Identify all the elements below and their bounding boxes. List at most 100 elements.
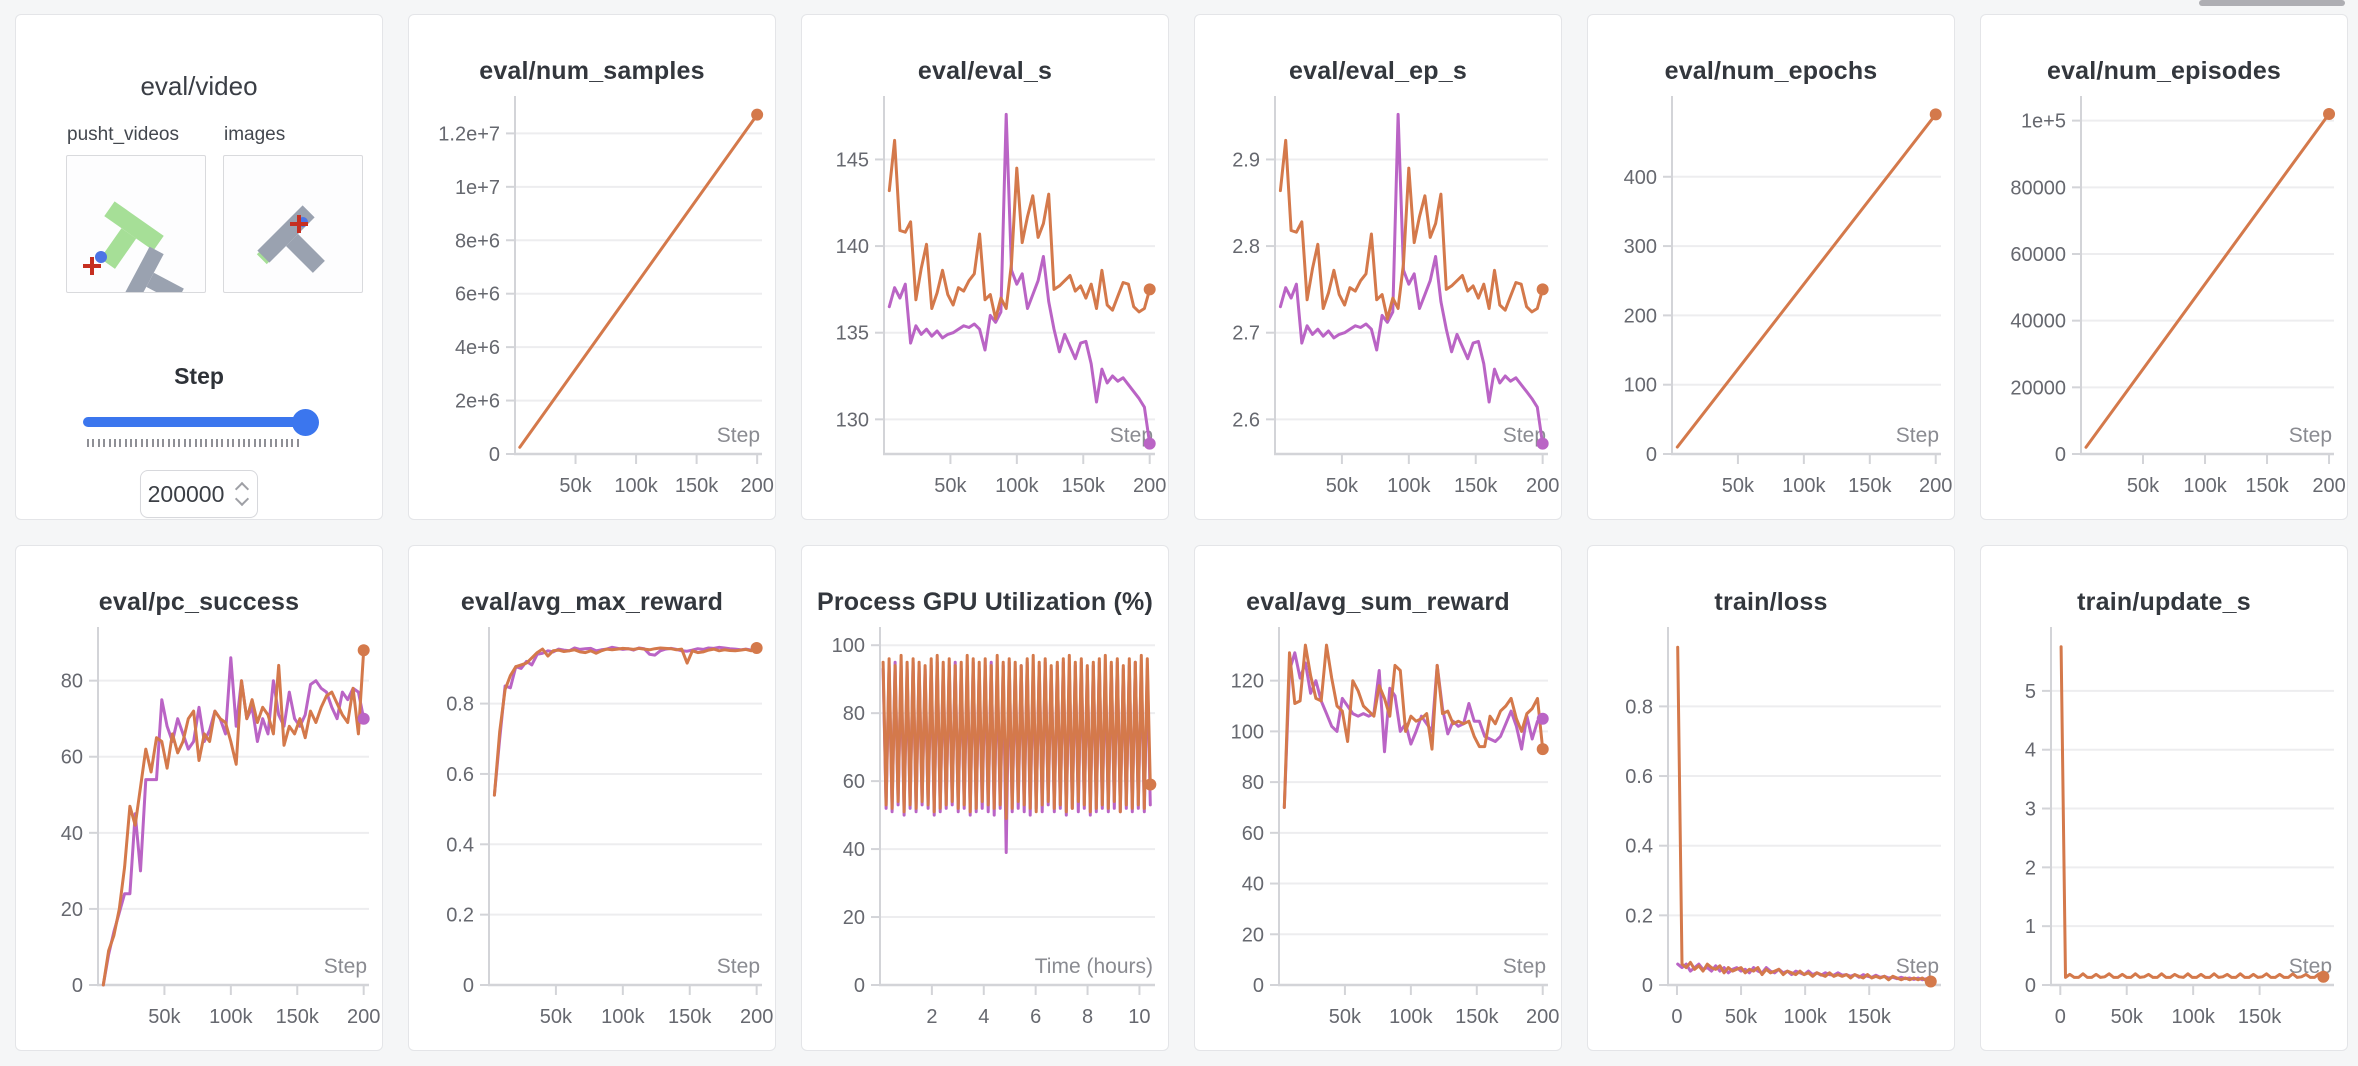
images-thumbnail[interactable]	[223, 155, 363, 293]
chart-plot-eval-num-epochs[interactable]: 0 100 200 300 400 50k 100k 150k 200 Step	[1588, 90, 1954, 514]
y-tick-label: 0	[463, 975, 474, 997]
series-end-dot-orange-run	[751, 108, 764, 121]
series-line-purple-run	[1676, 962, 1933, 983]
chart-plot-train-loss[interactable]: 0 0.2 0.4 0.6 0.8 0 50k 100k 150k Step	[1588, 621, 1954, 1045]
x-tick-label: 100k	[995, 475, 1039, 497]
chart-plot-eval-pc-success[interactable]: 0 20 40 60 80 50k 100k 150k 200 Step	[16, 621, 382, 1045]
chart-panel-eval-eval-ep-s: eval/eval_ep_s 2.6 2.7 2.8 2.9 50k 100k 150k 20…	[1194, 14, 1562, 520]
y-tick-label: 0.2	[1625, 905, 1653, 927]
chart-title: train/update_s	[2077, 588, 2251, 616]
y-tick-label: 40	[1242, 874, 1264, 896]
chart-title: eval/avg_max_reward	[460, 588, 724, 616]
y-tick-label: 1	[2025, 916, 2036, 938]
x-tick-label: 150k	[1455, 1006, 1499, 1028]
y-tick-label: 130	[836, 409, 869, 431]
y-tick-label: 0	[854, 975, 865, 997]
x-tick-label: 6	[1030, 1006, 1041, 1028]
step-slider-ruler	[87, 439, 299, 447]
x-tick-label: 150k	[1848, 1006, 1892, 1028]
x-tick-label: 50k	[540, 1006, 573, 1028]
y-tick-label: 60	[843, 771, 865, 793]
series-line-orange-run	[2084, 112, 2331, 449]
y-tick-label: 40000	[2010, 311, 2066, 333]
stepper-spinner[interactable]	[234, 481, 250, 507]
series-end-dot-purple-run	[1536, 712, 1549, 725]
x-tick-label: 50k	[1326, 475, 1359, 497]
x-tick-label: 100k	[2183, 475, 2227, 497]
chevron-down-icon[interactable]	[234, 491, 250, 507]
x-tick-label: 50k	[1722, 475, 1755, 497]
x-tick-label: 100k	[209, 1006, 253, 1028]
series-end-dot-purple-run	[1536, 437, 1549, 450]
chart-panel-process-gpu-utilization: Process GPU Utilization (%) 0 20 40 60 80 100…	[801, 545, 1169, 1051]
chart-panel-train-update-s: train/update_s 0 1 2 3 4 5 0 50k 100k 150k Step	[1980, 545, 2348, 1051]
x-tick-label: 100k	[1782, 475, 1826, 497]
x-tick-label: 200	[1919, 475, 1952, 497]
step-number-input[interactable]: 200000	[140, 470, 258, 518]
series-line-purple-run	[1278, 112, 1545, 446]
y-tick-label: 80	[61, 671, 83, 693]
y-tick-label: 20	[61, 899, 83, 921]
x-tick-label: 200	[740, 1006, 773, 1028]
chart-title: eval/eval_ep_s	[1289, 57, 1467, 85]
chart-plot-eval-avg-sum-reward[interactable]: 0 20 40 60 80 100 120 50k 100k 150k 200 Step	[1195, 621, 1561, 1045]
step-slider-track[interactable]	[83, 417, 315, 427]
x-axis-label: Step	[1896, 955, 1939, 978]
gray-t-shape	[122, 246, 184, 292]
x-axis-label: Step	[717, 424, 760, 447]
series-end-dot-purple-run	[357, 712, 370, 725]
chart-panel-eval-num-episodes: eval/num_episodes 0 20000 40000 60000 80000 1…	[1980, 14, 2348, 520]
y-tick-label: 8e+6	[455, 230, 500, 252]
series-end-dot-orange-run	[1143, 283, 1156, 296]
y-tick-label: 3	[2025, 799, 2036, 821]
step-input-value[interactable]: 200000	[147, 481, 225, 507]
series-line-purple-run	[492, 645, 759, 797]
chart-plot-eval-eval-ep-s[interactable]: 2.6 2.7 2.8 2.9 50k 100k 150k 200 Step	[1195, 90, 1561, 514]
y-tick-label: 80	[843, 703, 865, 725]
x-tick-label: 50k	[2127, 475, 2160, 497]
chart-plot-eval-avg-max-reward[interactable]: 0 0.2 0.4 0.6 0.8 50k 100k 150k 200 Step	[409, 621, 775, 1045]
x-tick-label: 100k	[1387, 475, 1431, 497]
chart-plot-eval-num-samples[interactable]: 0 2e+6 4e+6 6e+6 8e+6 1e+7 1.2e+7 50k 100k 150k 20…	[409, 90, 775, 514]
chart-title: train/loss	[1714, 588, 1828, 616]
chart-plot-process-gpu-utilization[interactable]: 0 20 40 60 80 100 2 4 6 8 10 Time (hours)	[802, 621, 1168, 1045]
y-tick-label: 0	[1642, 975, 1653, 997]
y-tick-label: 135	[836, 323, 869, 345]
y-tick-label: 100	[1624, 375, 1657, 397]
y-tick-label: 200	[1624, 305, 1657, 327]
series-line-orange-run	[101, 648, 366, 987]
x-tick-label: 0	[1671, 1006, 1682, 1028]
x-tick-label: 4	[978, 1006, 989, 1028]
y-tick-label: 2.8	[1232, 236, 1260, 258]
series-end-dot-orange-run	[1144, 778, 1157, 791]
series-line-orange-run	[2059, 645, 2325, 979]
series-line-orange-run	[1278, 138, 1545, 321]
chart-title: eval/avg_sum_reward	[1246, 588, 1510, 616]
y-tick-label: 0.8	[1625, 696, 1653, 718]
x-tick-label: 100k	[2171, 1006, 2215, 1028]
media-label: pusht_videos	[67, 124, 179, 145]
pusht-video-thumbnail[interactable]	[66, 155, 206, 293]
chart-plot-eval-num-episodes[interactable]: 0 20000 40000 60000 80000 1e+5 50k 100k 150k 200 S…	[1981, 90, 2347, 514]
y-tick-label: 0	[2025, 975, 2036, 997]
y-tick-label: 80000	[2010, 177, 2066, 199]
chart-plot-eval-eval-s[interactable]: 130 135 140 145 50k 100k 150k 200 Step	[802, 90, 1168, 514]
x-tick-label: 150k	[1848, 475, 1892, 497]
step-slider[interactable]	[83, 408, 319, 454]
series-line-orange-run	[492, 646, 759, 797]
horizontal-scrollbar-thumb[interactable]	[2199, 0, 2345, 6]
y-tick-label: 4	[2025, 740, 2036, 762]
target-cross-icon	[290, 215, 308, 233]
green-t-shape	[100, 201, 164, 269]
series-end-dot-orange-run	[1536, 283, 1549, 296]
step-slider-thumb[interactable]	[292, 409, 319, 436]
y-tick-label: 100	[832, 635, 865, 657]
step-slider-label: Step	[174, 363, 224, 389]
media-pusht-videos: pusht_videos	[66, 124, 206, 293]
y-tick-label: 0	[2055, 444, 2066, 466]
chart-title: eval/pc_success	[98, 588, 300, 616]
x-tick-label: 50k	[934, 475, 967, 497]
y-tick-label: 4e+6	[455, 337, 500, 359]
y-tick-label: 120	[1231, 671, 1264, 693]
